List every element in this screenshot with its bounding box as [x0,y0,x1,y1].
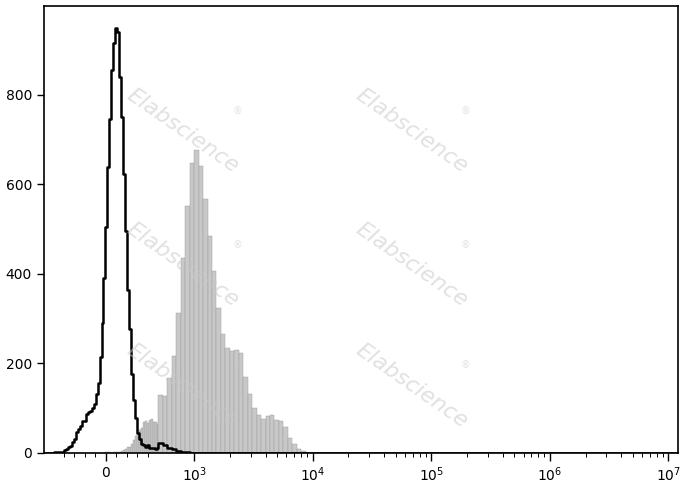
Bar [279,421,283,453]
Bar [121,451,123,453]
Bar [301,451,305,453]
Bar [199,166,203,453]
Text: ®: ® [233,106,242,116]
Bar [176,313,181,453]
Bar [163,396,167,453]
Bar [257,415,261,453]
Text: ®: ® [460,240,470,250]
Bar [167,378,172,453]
Bar [141,428,143,453]
Bar [181,258,185,453]
Bar [194,150,199,453]
Bar [212,271,217,453]
Bar [119,452,121,453]
Bar [153,422,155,453]
Bar [190,163,194,453]
Bar [217,308,221,453]
Bar [266,416,270,453]
Bar [226,348,230,453]
Bar [252,408,257,453]
Bar [235,350,239,453]
Bar [127,447,129,453]
Bar [139,430,141,453]
Bar [109,452,111,453]
Bar [172,356,176,453]
Bar [239,353,244,453]
Text: Elabscience: Elabscience [352,340,471,432]
Bar [143,422,144,453]
Bar [297,449,301,453]
Bar [283,427,288,453]
Text: ®: ® [233,240,242,250]
Bar [133,440,135,453]
Text: Elabscience: Elabscience [352,219,471,311]
Bar [131,444,133,453]
Bar [261,418,266,453]
Bar [270,415,275,453]
Text: Elabscience: Elabscience [124,85,243,177]
Bar [123,450,125,453]
Bar [149,420,151,453]
Bar [125,449,127,453]
Bar [116,452,117,453]
Bar [129,447,131,453]
Bar [158,394,163,453]
Bar [208,236,212,453]
Text: ®: ® [233,361,242,370]
Bar [185,206,190,453]
Bar [151,419,153,453]
Bar [155,422,157,453]
Bar [230,351,235,453]
Text: Elabscience: Elabscience [352,85,471,177]
Text: ®: ® [460,361,470,370]
Bar [292,444,297,453]
Bar [117,452,119,453]
Text: Elabscience: Elabscience [124,219,243,311]
Bar [221,334,226,453]
Bar [135,436,137,453]
Bar [244,377,248,453]
Bar [288,438,292,453]
Bar [275,420,279,453]
Bar [157,424,158,453]
Bar [147,423,149,453]
Text: ®: ® [460,106,470,116]
Bar [144,421,147,453]
Bar [203,199,208,453]
Bar [248,394,252,453]
Text: Elabscience: Elabscience [124,340,243,432]
Bar [137,435,139,453]
